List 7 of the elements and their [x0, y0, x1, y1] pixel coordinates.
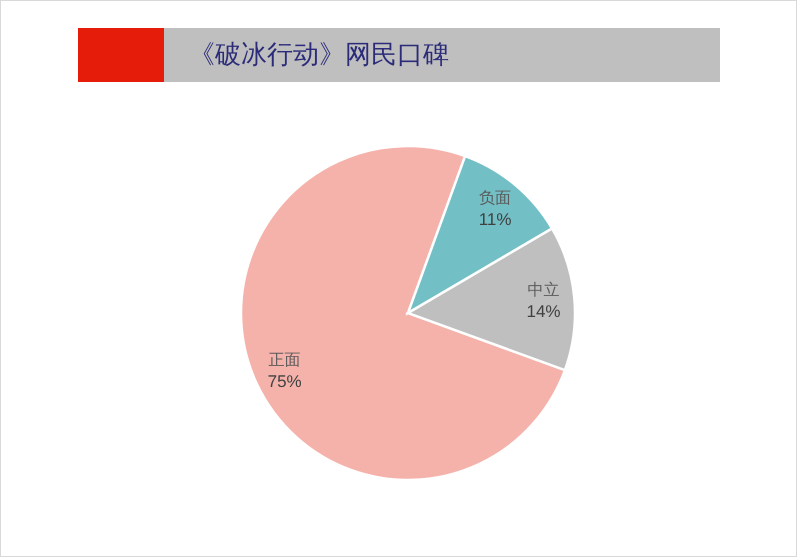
slice-label: 负面 [479, 188, 512, 207]
data-label: 14% [526, 302, 561, 322]
chart-title: 《破冰行动》网民口碑 [189, 39, 449, 72]
data-label: 75% [268, 372, 302, 392]
data-label: 11% [478, 210, 512, 229]
slice-label: 中立 [528, 280, 560, 300]
slice-label: 正面 [268, 350, 301, 370]
